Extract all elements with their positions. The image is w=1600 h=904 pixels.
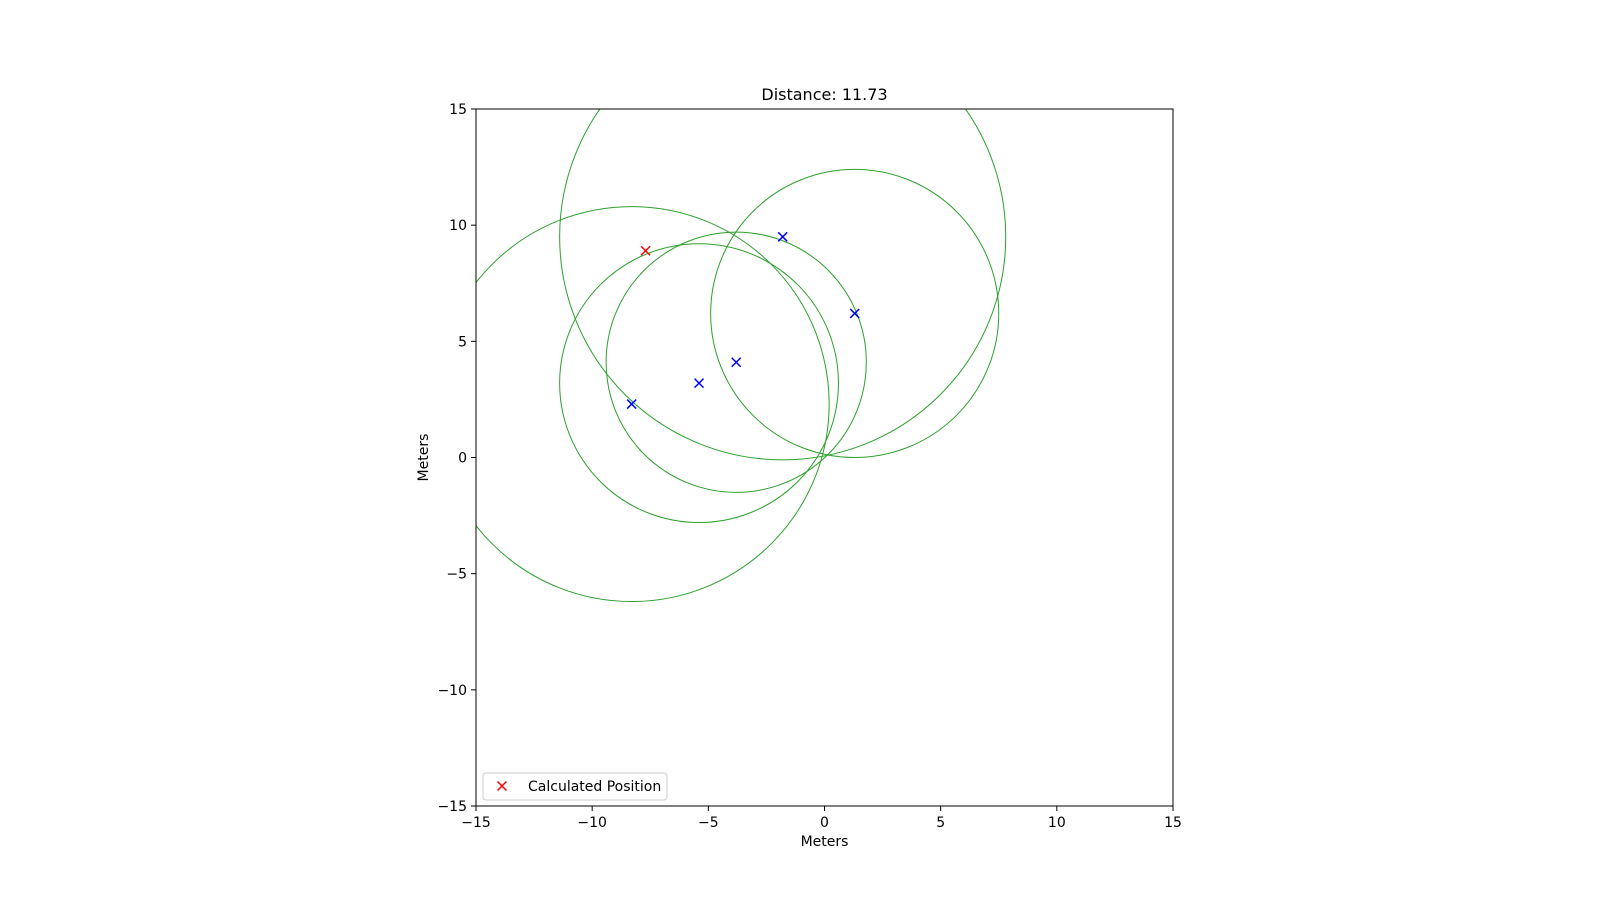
y-tick-label: −10: [437, 683, 467, 699]
y-axis-label: Meters: [416, 434, 432, 482]
x-tick-label: 5: [936, 815, 945, 831]
x-axis-label: Meters: [801, 834, 849, 850]
x-tick-label: 15: [1164, 815, 1182, 831]
y-tick-label: 0: [458, 451, 467, 467]
range-circle-4: [559, 109, 1007, 461]
legend-marker-calculated-position: [496, 780, 508, 792]
y-tick-label: 5: [458, 334, 467, 350]
data-points: [626, 231, 860, 410]
range-circle-2: [559, 243, 839, 524]
x-tick-label: 0: [820, 815, 829, 831]
anchor-point-4: [777, 231, 788, 242]
range-circle-5: [710, 168, 1000, 458]
x-tick-label: 10: [1048, 815, 1066, 831]
y-tick-label: 10: [449, 218, 467, 234]
anchor-point-3: [731, 357, 742, 368]
range-circles: [476, 109, 1007, 602]
range-circle-1: [476, 206, 830, 602]
anchor-point-5: [849, 308, 860, 319]
anchor-point-1: [626, 399, 637, 410]
y-tick-label: 15: [449, 102, 467, 118]
legend-label-calculated-position: Calculated Position: [528, 779, 661, 795]
y-tick-label: −15: [437, 799, 467, 815]
anchor-point-2: [694, 378, 705, 389]
legend-x-marker-icon: [496, 780, 508, 792]
x-tick-label: −10: [577, 815, 607, 831]
y-axis-ticks: −15 −10 −5 0 5 10 15: [437, 102, 476, 815]
legend-box: [482, 772, 668, 801]
x-tick-label: −15: [461, 815, 491, 831]
calculated-position-point: [640, 245, 651, 256]
legend[interactable]: Calculated Position: [482, 772, 668, 801]
x-tick-label: −5: [698, 815, 719, 831]
chart-title: Distance: 11.73: [761, 85, 887, 104]
y-tick-label: −5: [446, 567, 467, 583]
x-axis-ticks: −15 −10 −5 0 5 10 15: [461, 806, 1182, 831]
